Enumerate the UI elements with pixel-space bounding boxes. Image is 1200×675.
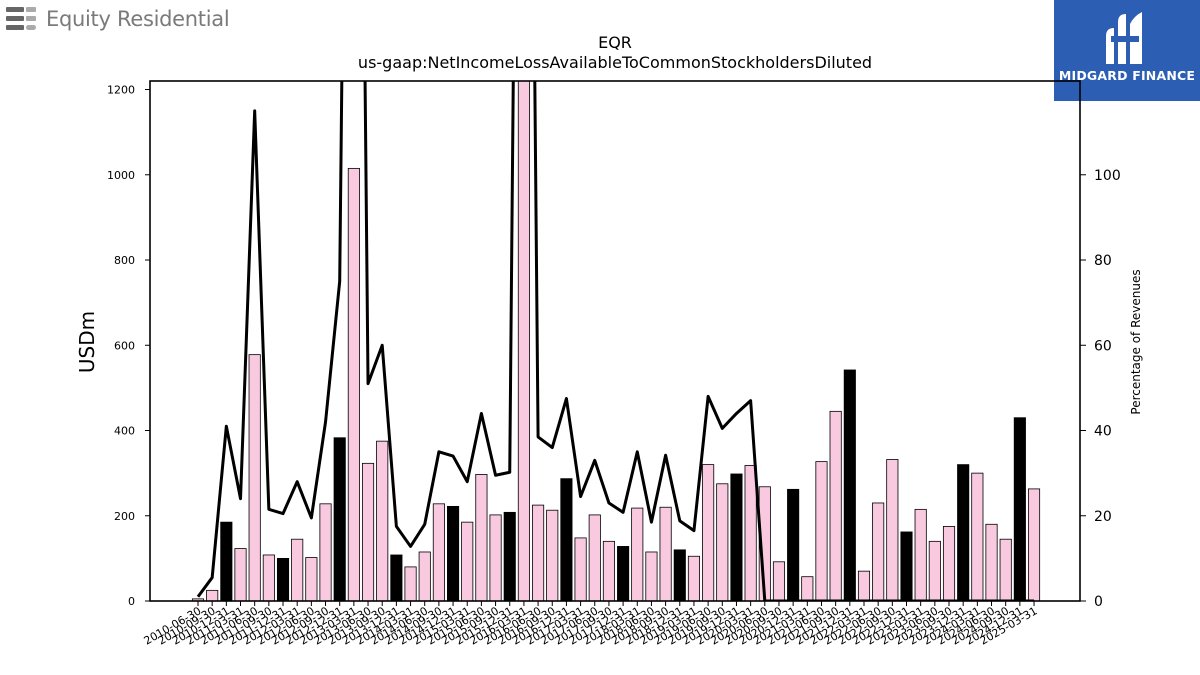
bar-2024-09-30 — [999, 538, 1012, 601]
bar-2022-06-30 — [872, 502, 885, 601]
bar-2013-03-31 — [347, 167, 360, 601]
y-tick-label: 800 — [114, 254, 135, 267]
bar-2015-09-30 — [489, 514, 502, 601]
bar-2013-06-30 — [361, 462, 375, 601]
bar-2021-09-30 — [829, 410, 842, 601]
bar-2023-06-30 — [928, 540, 941, 601]
bar-2018-03-31 — [631, 507, 644, 601]
y2-axis-label: Percentage of Revenues — [1129, 269, 1143, 414]
bar-2021-06-30 — [815, 461, 828, 601]
bar-2021-03-31 — [801, 576, 814, 601]
bars-layer — [191, 81, 1041, 601]
bar-2012-03-31 — [291, 538, 304, 601]
bar-2015-12-31 — [503, 511, 516, 601]
midgard-finance-logo-text: MIDGARD FINANCE — [1058, 68, 1196, 83]
axes-layer: 0200400600800100012000204060801002010-06… — [107, 84, 1121, 648]
revenue-percentage-line — [196, 81, 1035, 601]
y-tick-label: 200 — [114, 510, 135, 523]
y2-tick-label: 100 — [1094, 168, 1121, 184]
y2-tick-label: 0 — [1094, 594, 1103, 610]
bar-2016-12-31 — [560, 478, 573, 601]
bar-2022-03-31 — [857, 570, 871, 601]
bar-2017-09-30 — [602, 540, 615, 601]
bar-2016-06-30 — [532, 504, 545, 601]
chart-title: EQR — [598, 33, 632, 52]
chart-subtitle: us-gaap:NetIncomeLossAvailableToCommonSt… — [358, 53, 872, 72]
bar-2017-12-31 — [617, 546, 630, 601]
bar-2019-03-31 — [687, 555, 700, 601]
bar-2010-12-31 — [220, 521, 233, 601]
bar-2017-03-31 — [574, 537, 587, 601]
bar-2016-03-31 — [517, 81, 530, 601]
y-tick-label: 1000 — [107, 169, 135, 182]
bar-2011-06-30 — [248, 354, 261, 601]
bar-2011-12-31 — [276, 557, 290, 601]
bar-2023-09-30 — [942, 526, 956, 601]
bar-2012-09-30 — [319, 503, 332, 601]
bar-2013-09-30 — [376, 440, 389, 601]
plot-frame — [149, 80, 1081, 602]
bar-2024-12-31 — [1013, 417, 1026, 601]
bar-2024-06-30 — [985, 523, 998, 601]
y-tick-label: 0 — [128, 595, 135, 608]
y2-tick-label: 80 — [1094, 253, 1112, 269]
bar-2013-12-31 — [390, 554, 403, 601]
midgard-finance-logo: MIDGARD FINANCE — [1054, 0, 1200, 101]
bar-2020-03-31 — [744, 465, 757, 601]
bar-2022-09-30 — [886, 459, 899, 601]
bar-2020-12-31 — [787, 488, 800, 601]
bar-2018-06-30 — [645, 551, 658, 601]
bar-2018-12-31 — [673, 549, 686, 601]
bar-2014-09-30 — [432, 503, 445, 601]
y2-tick-label: 60 — [1094, 338, 1112, 354]
line-layer — [196, 81, 1035, 601]
y2-tick-label: 20 — [1094, 509, 1112, 525]
bar-2012-12-31 — [333, 437, 346, 601]
y-tick-label: 1200 — [107, 84, 135, 97]
bar-2014-06-30 — [418, 551, 431, 601]
bar-2018-09-30 — [659, 506, 672, 601]
y-axis-label: USDm — [75, 311, 99, 373]
bar-2022-12-31 — [900, 531, 913, 601]
bar-2014-12-31 — [447, 505, 460, 601]
bar-2011-09-30 — [262, 554, 275, 601]
bar-2019-06-30 — [702, 464, 715, 601]
y-tick-label: 400 — [114, 425, 135, 438]
bar-2015-03-31 — [461, 521, 474, 601]
bar-2011-03-31 — [234, 548, 247, 601]
bar-2021-12-31 — [843, 369, 856, 601]
bar-2024-03-31 — [971, 472, 984, 601]
equity-residential-logo: Equity Residential — [6, 6, 230, 32]
bar-2014-03-31 — [404, 566, 417, 601]
y2-tick-label: 40 — [1094, 424, 1112, 440]
bar-2016-09-30 — [546, 509, 559, 601]
bar-2012-06-30 — [305, 557, 318, 601]
bar-2025-03-31 — [1027, 488, 1041, 601]
midgard-finance-logo-mark — [1106, 12, 1142, 64]
y-tick-label: 600 — [114, 339, 135, 352]
bar-2019-09-30 — [716, 483, 729, 601]
bar-2010-09-30 — [206, 589, 219, 601]
bar-2017-06-30 — [588, 514, 601, 601]
bar-2023-03-31 — [914, 508, 927, 601]
equity-residential-logo-text: Equity Residential — [46, 7, 230, 31]
bar-2019-12-31 — [730, 473, 743, 601]
equity-residential-logo-mark — [6, 6, 38, 32]
bar-2020-09-30 — [772, 561, 786, 601]
bar-2015-06-30 — [475, 474, 488, 601]
bar-2023-12-31 — [957, 464, 970, 601]
